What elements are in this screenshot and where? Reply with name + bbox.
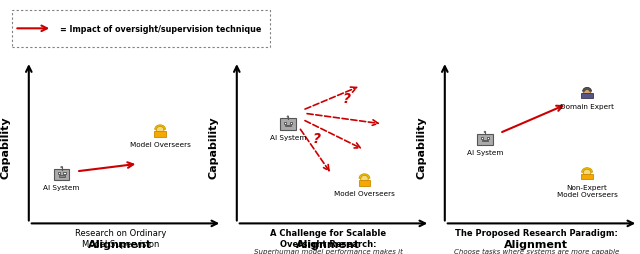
FancyBboxPatch shape (581, 174, 593, 180)
Bar (59, 175, 65, 177)
Text: Alignment: Alignment (296, 239, 360, 249)
Bar (290, 122, 292, 124)
Text: Superhuman model performance makes it
difficult to measure progress.: Superhuman model performance makes it di… (254, 248, 403, 254)
Circle shape (360, 175, 369, 182)
Text: ?: ? (313, 131, 321, 145)
Text: ?: ? (342, 92, 350, 105)
Text: The Proposed Research Paradigm:: The Proposed Research Paradigm: (455, 229, 618, 237)
Circle shape (156, 126, 164, 133)
FancyBboxPatch shape (280, 119, 296, 130)
Text: Model Overseers: Model Overseers (334, 190, 395, 197)
Bar (63, 173, 66, 175)
Text: = Impact of oversight/supervision technique: = Impact of oversight/supervision techni… (60, 25, 262, 34)
Text: AI System: AI System (269, 134, 306, 140)
Bar (285, 125, 291, 127)
Bar (481, 138, 483, 140)
Text: Alignment: Alignment (504, 239, 568, 249)
Circle shape (583, 169, 591, 176)
Text: Capability: Capability (1, 116, 10, 179)
Bar (58, 173, 60, 175)
Wedge shape (155, 125, 166, 130)
FancyBboxPatch shape (477, 134, 493, 145)
Text: A Challenge for Scalable
Oversight Research:: A Challenge for Scalable Oversight Resea… (270, 229, 387, 248)
Circle shape (484, 132, 486, 133)
FancyBboxPatch shape (154, 132, 166, 137)
FancyBboxPatch shape (54, 169, 69, 180)
Text: Domain Expert: Domain Expert (560, 104, 614, 110)
Text: AI System: AI System (44, 184, 80, 190)
Circle shape (61, 167, 63, 168)
Wedge shape (359, 174, 370, 179)
Wedge shape (582, 88, 591, 92)
Text: Research on Ordinary
Model Supervision: Research on Ordinary Model Supervision (75, 229, 166, 248)
Bar (487, 138, 489, 140)
Text: AI System: AI System (467, 149, 503, 155)
Circle shape (583, 88, 591, 95)
FancyBboxPatch shape (359, 180, 370, 186)
Bar (284, 122, 286, 124)
Text: Choose tasks where systems are more capable
than most people, but less capable t: Choose tasks where systems are more capa… (451, 248, 621, 254)
FancyBboxPatch shape (12, 11, 270, 47)
Text: Capability: Capability (417, 116, 426, 179)
Text: Model Overseers: Model Overseers (130, 142, 191, 148)
FancyBboxPatch shape (581, 93, 593, 99)
Text: Capability: Capability (209, 116, 219, 179)
Wedge shape (582, 168, 593, 172)
Text: Non-Expert
Model Overseers: Non-Expert Model Overseers (557, 184, 618, 197)
Circle shape (287, 116, 289, 118)
Bar (482, 140, 488, 142)
Text: Alignment: Alignment (88, 239, 152, 249)
